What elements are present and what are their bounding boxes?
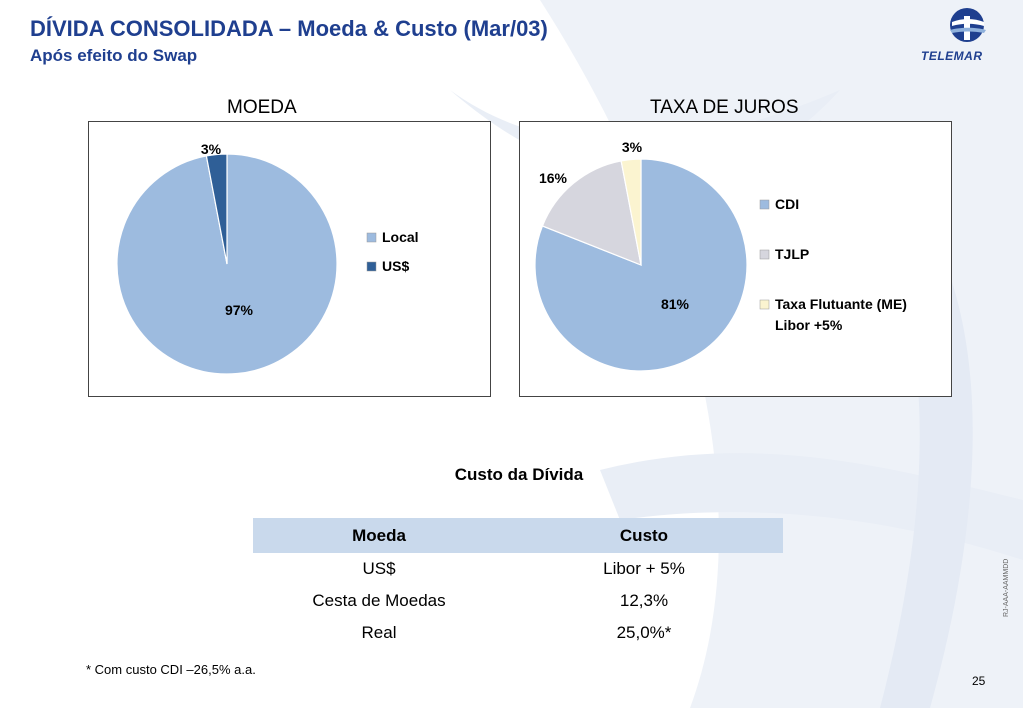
legend-swatch-local	[366, 232, 377, 243]
table-cell-moeda: Real	[361, 623, 397, 642]
table-cell-moeda: US$	[362, 559, 396, 578]
legend-label-local: Local	[382, 229, 419, 245]
table-row: Cesta de Moedas 12,3%	[253, 585, 783, 617]
data-label-local: 97%	[225, 302, 254, 318]
legend-label-tjlp: TJLP	[775, 246, 809, 262]
data-label-taxa-flutuante-me-libor-5: 3%	[622, 139, 643, 155]
chart-title-taxa-de-juros: TAXA DE JUROS	[650, 97, 799, 118]
telemar-logo-icon	[950, 8, 986, 42]
chart-title-moeda: MOEDA	[227, 97, 297, 118]
pie-chart-taxa-de-juros: 81% 16% 3% CDI TJLP Taxa Flutuante (ME) Libor …	[534, 139, 907, 372]
table-title-wrap: Custo da Dívida	[0, 465, 1023, 485]
legend-label-us: US$	[382, 258, 409, 274]
table-header-row: Moeda Custo	[253, 518, 783, 553]
page-title: DÍVIDA CONSOLIDADA – Moeda & Custo (Mar/…	[30, 16, 548, 41]
table-cell-custo: Libor + 5%	[603, 559, 685, 578]
table-row: Real 25,0%*	[253, 617, 783, 649]
legend-label-taxa-flutuante-me-libor-5: Taxa Flutuante (ME)	[775, 296, 907, 312]
table-title: Custo da Dívida	[454, 465, 584, 484]
legend-swatch-taxa-flutuante-me-libor-5	[759, 299, 770, 310]
page-number: 25	[972, 674, 986, 688]
legend-label-taxa-flutuante-me-libor-5: Libor +5%	[775, 317, 843, 333]
legend-label-cdi: CDI	[775, 196, 799, 212]
pie-slice-us	[205, 153, 228, 265]
table-cell-custo: 25,0%*	[616, 623, 672, 642]
legend-swatch-cdi	[759, 199, 770, 210]
column-header-custo: Custo	[505, 518, 783, 553]
data-label-tjlp: 16%	[539, 170, 568, 186]
table-row: US$ Libor + 5%	[253, 553, 783, 585]
table-cell-moeda: Cesta de Moedas	[312, 591, 446, 610]
pie-slice-tjlp	[541, 160, 642, 266]
chart-moeda: 97% 3% Local US$	[88, 121, 491, 397]
cost-table: Moeda Custo US$ Libor + 5% Cesta de Moed…	[253, 518, 783, 649]
data-label-us: 3%	[201, 141, 222, 157]
legend-swatch-us	[366, 261, 377, 272]
footnote: * Com custo CDI –26,5% a.a.	[86, 662, 256, 677]
column-header-moeda: Moeda	[253, 518, 505, 553]
page-subtitle: Após efeito do Swap	[30, 46, 198, 65]
data-label-cdi: 81%	[661, 296, 690, 312]
legend-swatch-tjlp	[759, 249, 770, 260]
logo-text: TELEMAR	[921, 49, 983, 63]
chart-taxa-de-juros: 81% 16% 3% CDI TJLP Taxa Flutuante (ME) Libor …	[519, 121, 952, 397]
side-code: RJ-AAA-AAMMDD	[1003, 558, 1010, 617]
table-cell-custo: 12,3%	[619, 591, 669, 610]
pie-chart-moeda: 97% 3% Local US$	[116, 141, 419, 375]
pie-slice-taxa-flutuante-me-libor-5	[620, 158, 642, 266]
